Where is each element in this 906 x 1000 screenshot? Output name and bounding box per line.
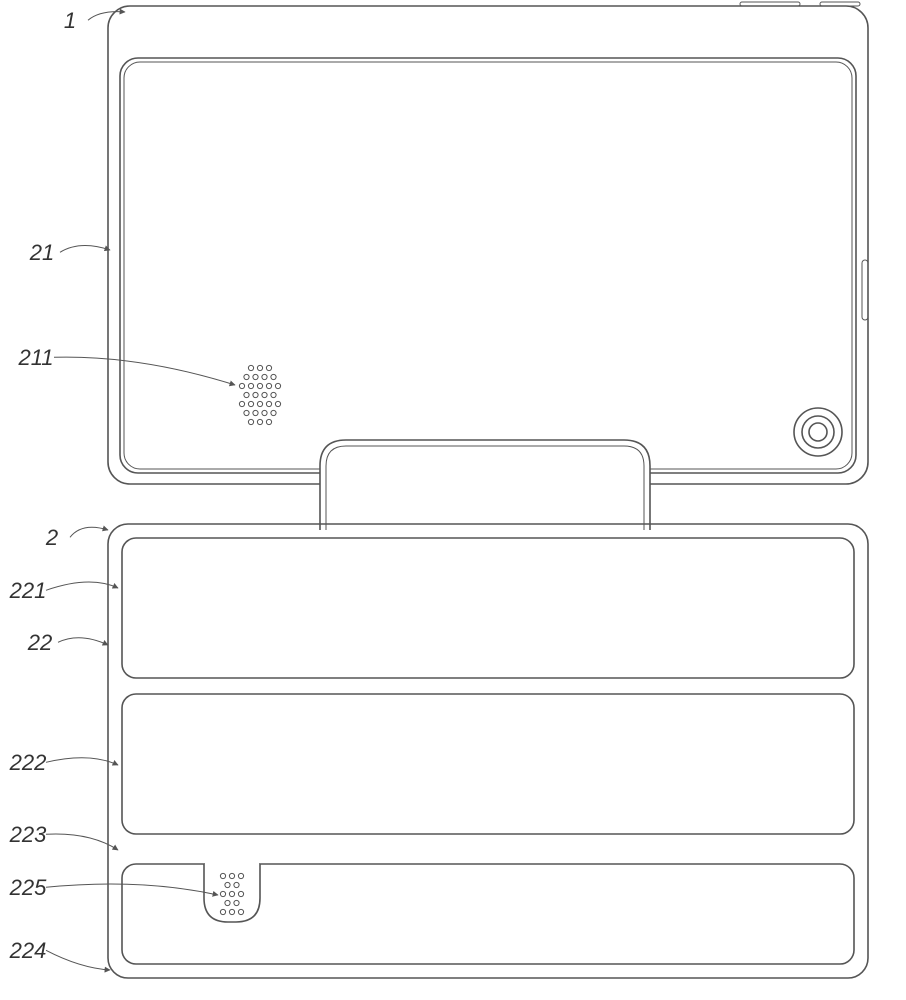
- lbl-223: 223: [9, 822, 47, 847]
- hinge-tab: [320, 440, 650, 530]
- speaker-cutout-225: [204, 864, 260, 922]
- lbl-21: 21: [29, 240, 54, 265]
- cover-body: [108, 524, 868, 978]
- lbl-225: 225: [9, 875, 47, 900]
- device-body: [108, 2, 868, 484]
- lbl-2: 2: [45, 525, 58, 550]
- lbl-222: 222: [9, 750, 47, 775]
- lbl-22: 22: [27, 630, 52, 655]
- lbl-211: 211: [17, 345, 53, 370]
- speaker-grille-211: [239, 365, 280, 424]
- labels: 121211222122222223225224: [9, 8, 235, 970]
- lbl-224: 224: [9, 938, 47, 963]
- lbl-221: 221: [9, 578, 47, 603]
- lbl-1: 1: [64, 8, 76, 33]
